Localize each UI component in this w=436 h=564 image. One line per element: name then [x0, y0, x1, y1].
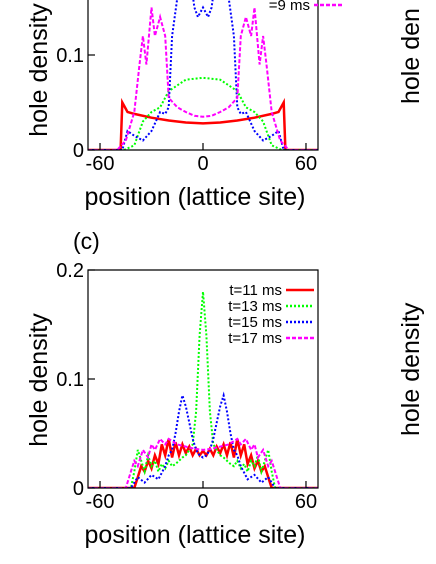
y-tick-label: 0: [73, 478, 84, 500]
y-tick-label: 0.1: [56, 369, 84, 391]
series-line-t-17-ms: [88, 437, 318, 488]
x-axis-label: position (lattice site): [85, 183, 306, 211]
y-tick-label: 0.2: [56, 260, 84, 282]
series-line--9-ms: [88, 7, 318, 150]
legend-entry-label: t=11 ms: [229, 282, 282, 299]
right-top-ylabel-fragment: hole den: [397, 8, 425, 104]
series-group: [88, 291, 318, 488]
y-axis-label: hole density: [25, 3, 53, 137]
panel-label: (c): [73, 228, 100, 254]
series-line-t-15-ms: [88, 391, 318, 488]
plot-frame: [87, 269, 319, 489]
series-line-0: [88, 97, 318, 150]
right-edge-partial-panels: hole den hole density: [397, 8, 425, 436]
x-tick-label: 60: [295, 491, 317, 513]
legend-entry-label: t=15 ms: [228, 314, 282, 331]
y-tick-label: 0: [73, 140, 84, 162]
legend-entry-label: t=17 ms: [228, 330, 282, 347]
series-line-2: [88, 0, 318, 150]
x-tick-label: -60: [86, 491, 115, 513]
x-tick-label: 0: [197, 153, 208, 175]
x-tick-label: -60: [86, 153, 115, 175]
y-tick-label: 0.1: [56, 45, 84, 67]
right-bottom-ylabel-fragment: hole density: [397, 302, 425, 436]
legend: t=11 mst=13 mst=15 mst=17 ms: [228, 282, 314, 347]
legend-entry-label: =9 ms: [269, 0, 310, 14]
legend-entry-label: t=13 ms: [228, 298, 282, 315]
y-axis-label: hole density: [25, 313, 53, 447]
series-line-t-11-ms: [88, 438, 318, 488]
x-tick-label: 0: [197, 491, 208, 513]
legend: =9 ms: [269, 0, 342, 14]
series-group: [88, 0, 318, 150]
series-line-1: [88, 76, 318, 150]
x-tick-label: 60: [295, 153, 317, 175]
x-axis-label: position (lattice site): [85, 521, 306, 549]
